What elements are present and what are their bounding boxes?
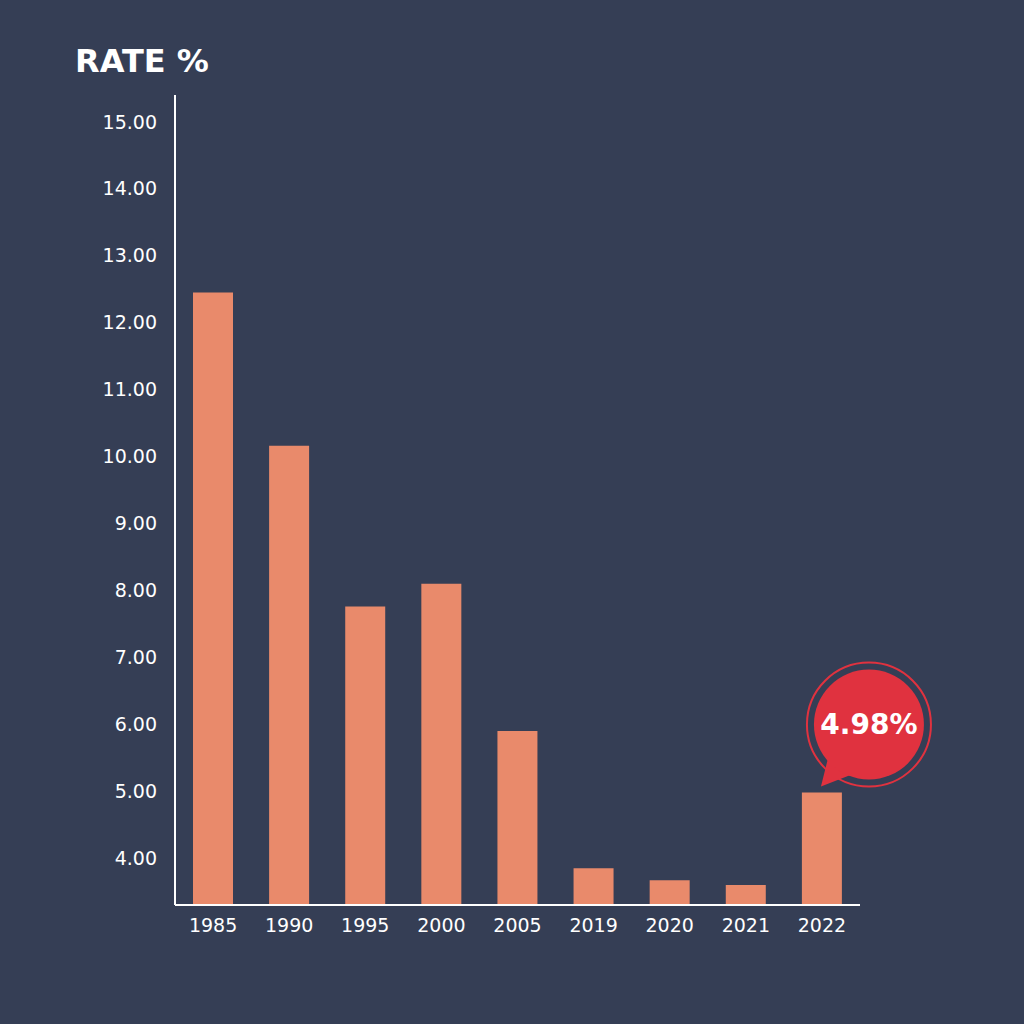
svg-text:15.00: 15.00: [103, 111, 157, 133]
svg-text:2005: 2005: [493, 914, 541, 936]
svg-text:1995: 1995: [341, 914, 389, 936]
svg-text:11.00: 11.00: [103, 378, 157, 400]
svg-text:14.00: 14.00: [103, 177, 157, 199]
svg-text:2021: 2021: [722, 914, 770, 936]
svg-text:2019: 2019: [569, 914, 617, 936]
svg-text:8.00: 8.00: [115, 579, 157, 601]
svg-text:12.00: 12.00: [103, 311, 157, 333]
svg-text:6.00: 6.00: [115, 713, 157, 735]
svg-text:5.00: 5.00: [115, 780, 157, 802]
svg-text:4.98%: 4.98%: [820, 708, 917, 741]
svg-text:10.00: 10.00: [103, 445, 157, 467]
svg-text:4.00: 4.00: [115, 847, 157, 869]
svg-text:7.00: 7.00: [115, 646, 157, 668]
svg-text:13.00: 13.00: [103, 244, 157, 266]
html-text:RATE %: RATE %: [75, 42, 209, 80]
svg-text:1985: 1985: [189, 914, 237, 936]
svg-text:2022: 2022: [798, 914, 846, 936]
svg-text:1990: 1990: [265, 914, 313, 936]
svg-text:9.00: 9.00: [115, 512, 157, 534]
svg-text:2000: 2000: [417, 914, 465, 936]
svg-text:2020: 2020: [646, 914, 694, 936]
